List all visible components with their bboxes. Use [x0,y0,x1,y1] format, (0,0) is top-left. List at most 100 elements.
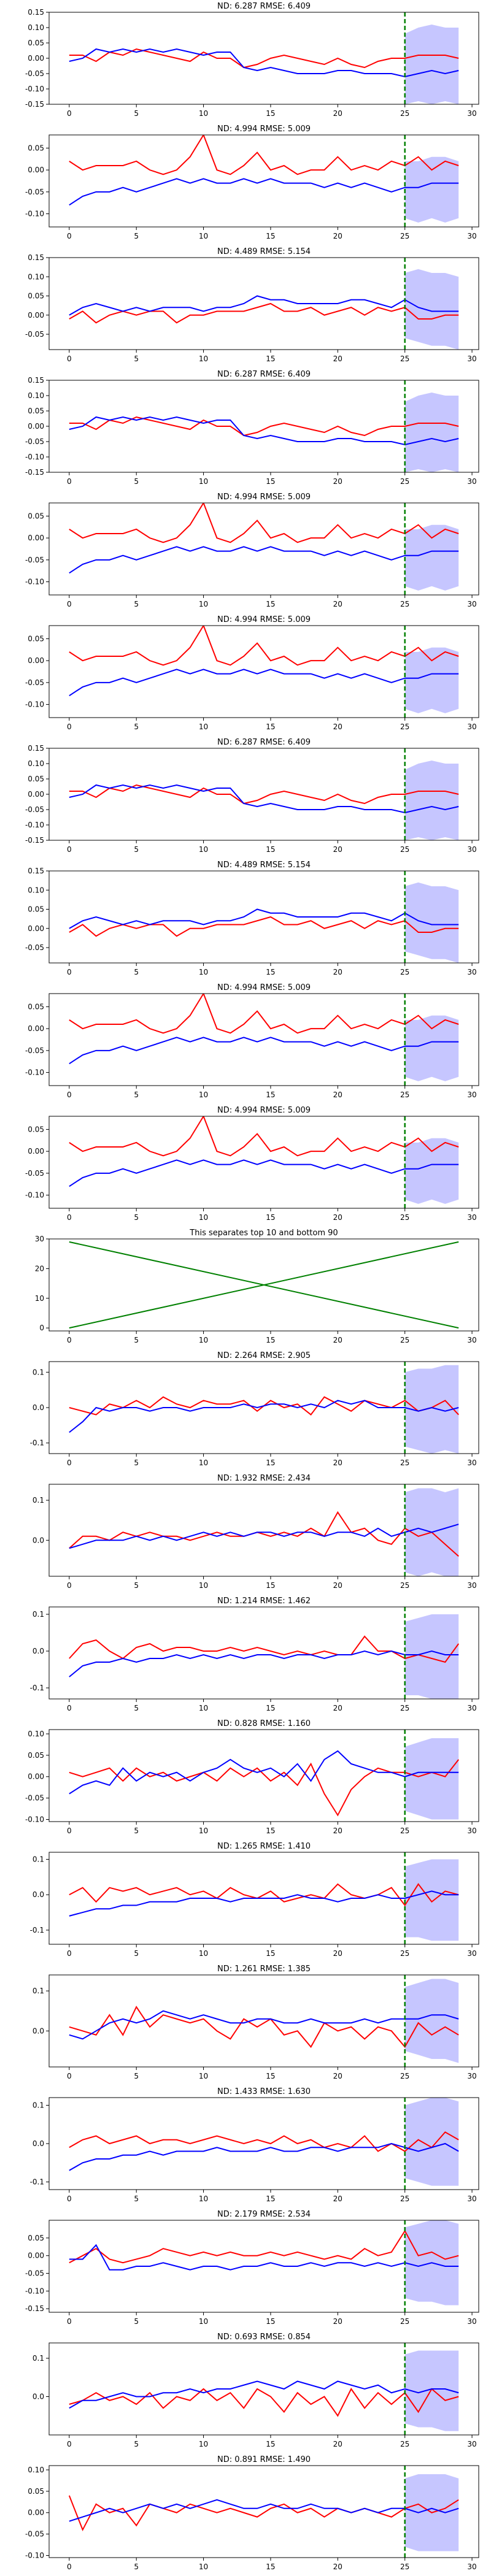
x-tick-label: 30 [467,355,476,363]
axes-frame [48,2220,479,2313]
x-tick-label: 15 [266,477,275,486]
x-tick-label: 15 [266,1581,275,1590]
x-tick-label: 15 [266,1459,275,1467]
y-tick-label: -0.10 [25,85,44,93]
x-tick-label: 10 [199,1581,208,1590]
x-tick-label: 5 [134,1213,139,1222]
y-tick-label: -0.10 [25,1815,44,1824]
x-tick-label: 15 [266,1091,275,1099]
y-tick-label: -0.15 [25,836,44,845]
x-tick-label: 15 [266,109,275,118]
y-tick-label: 0.1 [33,1610,44,1619]
y-tick-label: 0.05 [28,634,44,643]
x-tick-label: 0 [67,600,72,608]
chart-title: ND: 2.264 RMSE: 2.905 [217,1351,311,1360]
x-tick-label: 5 [134,109,139,118]
x-tick-label: 15 [266,723,275,731]
plot-area [69,1607,459,1699]
series-line-1 [69,1116,459,1157]
y-tick-label: 0.00 [28,656,44,665]
series-line-1 [69,784,459,805]
x-tick-label: 25 [400,355,409,363]
plot-area [68,2466,459,2558]
x-tick-label: 25 [400,2195,409,2203]
chart-panel-17: ND: 1.261 RMSE: 1.385 0 5 10 15 20 25 30 0.0 0.1 [33,1965,479,2080]
axes-frame [48,1116,479,1209]
x-tick-label: 10 [199,1827,208,1835]
y-tick-label: -0.10 [25,453,44,461]
plot-area [69,2098,459,2190]
y-tick-label: 0.10 [28,272,44,281]
x-tick-label: 25 [400,1336,409,1344]
series-line-1 [69,994,459,1034]
x-tick-label: 20 [333,2440,342,2448]
series-line-1 [69,1883,459,1907]
axes-frame [48,502,479,596]
x-tick-label: 30 [467,1949,476,1958]
series-line-2 [69,1750,459,1795]
chart-title: This separates top 10 and bottom 90 [189,1229,338,1238]
y-tick-label: 0.10 [28,23,44,32]
x-tick-label: 0 [67,1091,72,1099]
y-tick-label: -0.1 [30,1926,44,1934]
chart-title: ND: 4.994 RMSE: 5.009 [217,493,311,502]
x-tick-label: 5 [134,2317,139,2326]
x-tick-label: 25 [400,2563,409,2571]
x-tick-label: 10 [199,2072,208,2080]
y-tick-label: 0.0 [33,1403,44,1412]
chart-panel-12: ND: 2.264 RMSE: 2.905 0 5 10 15 20 25 30 -0.1 0.0… [30,1351,479,1467]
y-tick-label: 0.00 [28,2252,44,2260]
chart-title: ND: 0.891 RMSE: 1.490 [217,2455,311,2464]
x-tick-label: 25 [400,477,409,486]
x-tick-label: 5 [134,2440,139,2448]
y-tick-label: 0.00 [28,2509,44,2517]
x-tick-label: 0 [67,1581,72,1590]
x-tick-label: 25 [400,1091,409,1099]
y-tick-label: -0.05 [25,330,44,339]
x-tick-label: 20 [333,600,342,608]
x-tick-label: 10 [199,109,208,118]
x-tick-label: 0 [67,723,72,731]
uncertainty-band [404,524,459,591]
x-tick-label: 20 [333,1213,342,1222]
series-line-1 [69,2388,459,2417]
y-tick-label: 0.05 [28,292,44,301]
y-tick-label: 0.1 [33,1368,44,1376]
y-tick-label: 0.00 [28,534,44,542]
x-tick-label: 20 [333,1827,342,1835]
x-tick-label: 10 [199,2563,208,2571]
uncertainty-band [404,25,459,104]
y-tick-label: 0.10 [28,759,44,768]
y-tick-label: 0.0 [33,1536,44,1544]
x-tick-label: 25 [400,2072,409,2080]
x-tick-label: 20 [333,723,342,731]
x-tick-label: 10 [199,968,208,976]
axes-frame [48,993,479,1086]
plot-area [69,1362,459,1454]
x-tick-label: 20 [333,2317,342,2326]
series-line-2 [69,1241,459,1329]
y-tick-label: 0.10 [28,391,44,400]
x-tick-label: 10 [199,1459,208,1467]
x-tick-label: 10 [199,355,208,363]
series-line-2 [69,295,459,316]
plot-area [69,380,459,472]
chart-panel-16: ND: 1.265 RMSE: 1.410 0 5 10 15 20 25 30 -0.1 0.0… [30,1842,479,1958]
y-tick-label: 0.1 [33,2354,44,2363]
x-tick-label: 0 [67,2563,72,2571]
chart-title: ND: 1.265 RMSE: 1.410 [217,1842,311,1851]
y-tick-label: 0.05 [28,1002,44,1011]
series-line-1 [69,1759,459,1817]
y-tick-label: 0.15 [28,744,44,753]
chart-title: ND: 1.261 RMSE: 1.385 [217,1965,311,1974]
y-tick-label: 0.00 [28,54,44,63]
x-tick-label: 25 [400,232,409,240]
y-tick-label: 0.10 [28,2466,44,2474]
y-tick-label: 0.15 [28,8,44,17]
axes-frame [48,1484,479,1577]
x-tick-label: 5 [134,1091,139,1099]
y-tick-label: 0.0 [33,2026,44,2035]
x-tick-label: 30 [467,1581,476,1590]
x-tick-label: 15 [266,845,275,854]
x-tick-label: 15 [266,355,275,363]
